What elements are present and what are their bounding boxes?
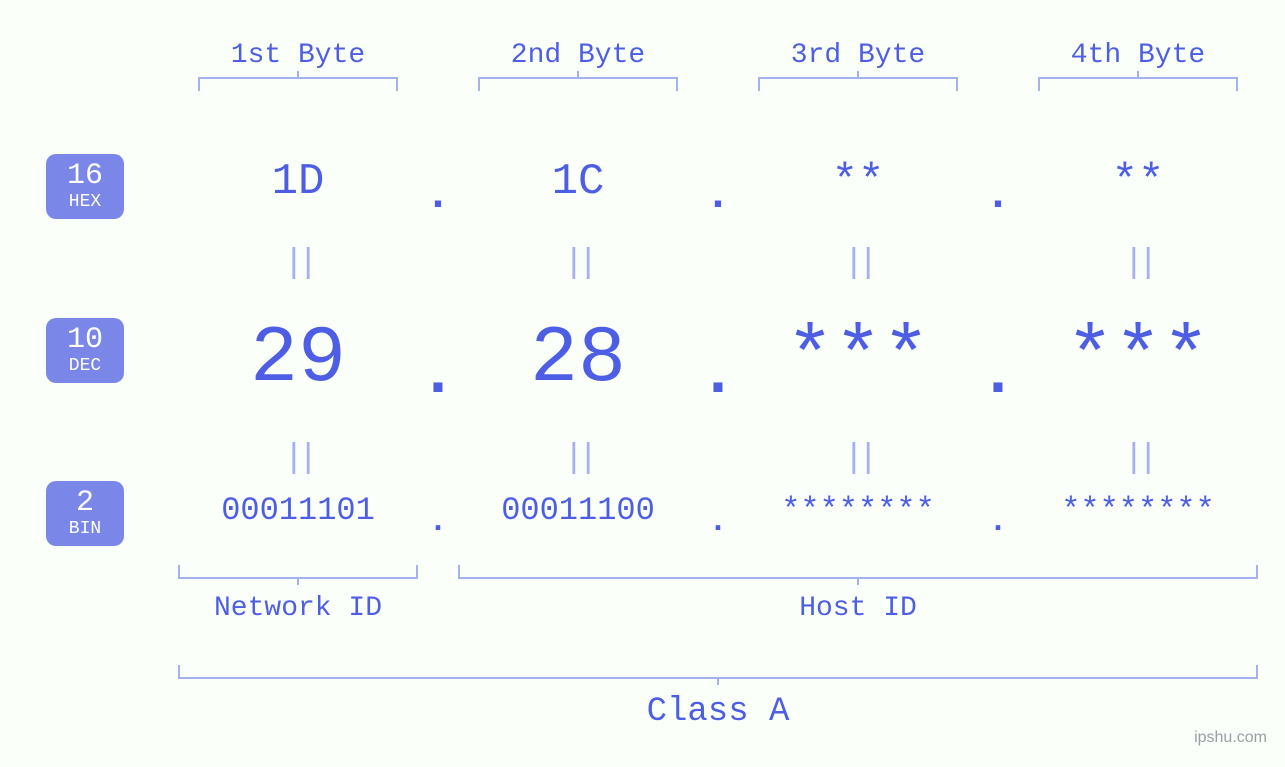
dec-dot-3: .	[978, 340, 1018, 412]
equals-mark: ||	[278, 245, 318, 283]
byte-header-4: 4th Byte	[1038, 40, 1238, 91]
byte-header-bracket	[478, 77, 678, 91]
dec-byte-1: 29	[168, 320, 428, 400]
dec-dot-2: .	[698, 340, 738, 412]
bin-byte-3: ********	[728, 495, 988, 527]
equals-mark: ||	[1118, 440, 1158, 478]
dec-byte-4: ***	[1008, 320, 1268, 400]
equals-mark: ||	[558, 245, 598, 283]
class-label: Class A	[178, 693, 1258, 731]
equals-mark: ||	[838, 245, 878, 283]
hex-dot-1: .	[418, 171, 458, 221]
bin-byte-1: 00011101	[168, 495, 428, 527]
bin-byte-4: ********	[1008, 495, 1268, 527]
byte-header-bracket	[1038, 77, 1238, 91]
host-id-bracket	[458, 565, 1258, 579]
base-badge-hex: 16HEX	[46, 154, 124, 219]
dec-byte-3: ***	[728, 320, 988, 400]
hex-byte-3: **	[758, 160, 958, 204]
bin-dot-2: .	[698, 503, 738, 540]
byte-header-bracket	[198, 77, 398, 91]
class-bracket	[178, 665, 1258, 679]
byte-header-label: 3rd Byte	[758, 40, 958, 71]
hex-dot-3: .	[978, 171, 1018, 221]
watermark: ipshu.com	[1194, 729, 1267, 747]
hex-byte-4: **	[1038, 160, 1238, 204]
equals-mark: ||	[838, 440, 878, 478]
base-badge-dec: 10DEC	[46, 318, 124, 383]
byte-header-label: 4th Byte	[1038, 40, 1238, 71]
byte-header-bracket	[758, 77, 958, 91]
equals-mark: ||	[558, 440, 598, 478]
hex-dot-2: .	[698, 171, 738, 221]
bin-dot-3: .	[978, 503, 1018, 540]
network-id-label: Network ID	[178, 593, 418, 624]
hex-byte-1: 1D	[198, 160, 398, 204]
byte-header-2: 2nd Byte	[478, 40, 678, 91]
byte-header-3: 3rd Byte	[758, 40, 958, 91]
base-badge-name: BIN	[46, 520, 124, 538]
base-badge-name: DEC	[46, 357, 124, 375]
byte-header-1: 1st Byte	[198, 40, 398, 91]
dec-byte-2: 28	[448, 320, 708, 400]
equals-mark: ||	[278, 440, 318, 478]
bin-byte-2: 00011100	[448, 495, 708, 527]
network-id-bracket	[178, 565, 418, 579]
byte-header-label: 1st Byte	[198, 40, 398, 71]
base-badge-bin: 2BIN	[46, 481, 124, 546]
equals-mark: ||	[1118, 245, 1158, 283]
hex-byte-2: 1C	[478, 160, 678, 204]
base-badge-num: 10	[46, 324, 124, 357]
base-badge-num: 16	[46, 160, 124, 193]
base-badge-num: 2	[46, 487, 124, 520]
host-id-label: Host ID	[458, 593, 1258, 624]
dec-dot-1: .	[418, 340, 458, 412]
bin-dot-1: .	[418, 503, 458, 540]
byte-header-label: 2nd Byte	[478, 40, 678, 71]
base-badge-name: HEX	[46, 193, 124, 211]
